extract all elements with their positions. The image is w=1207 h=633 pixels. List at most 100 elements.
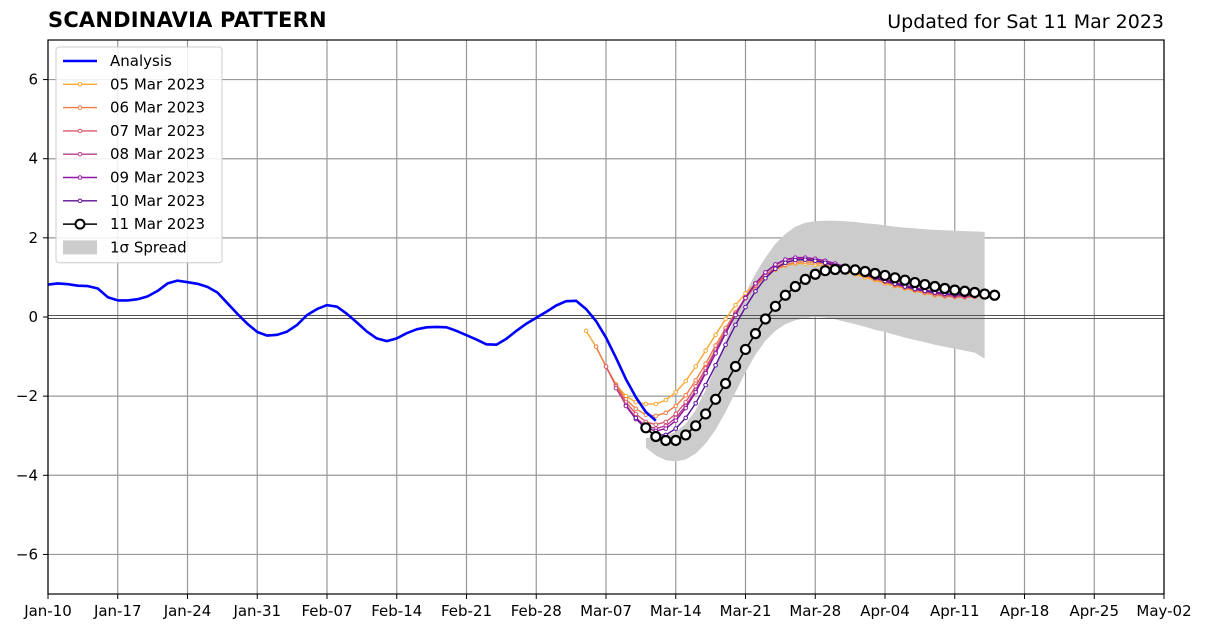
x-tick-label: Feb-07 [301, 602, 352, 620]
x-tick-label: Feb-21 [441, 602, 492, 620]
forecast-point [783, 260, 788, 266]
latest-forecast-point [819, 265, 831, 277]
latest-forecast-point [949, 284, 961, 296]
latest-forecast-point [979, 288, 991, 300]
latest-forecast-point [899, 274, 911, 286]
legend-label: 06 Mar 2023 [110, 99, 205, 117]
forecast-point [663, 397, 669, 403]
latest-forecast-point [989, 289, 1001, 301]
forecast-point [653, 422, 659, 427]
latest-forecast-point [969, 286, 981, 299]
forecast-point [673, 389, 679, 395]
forecast-point [723, 331, 728, 336]
forecast-point [633, 406, 639, 412]
latest-forecast-point [640, 422, 652, 434]
latest-forecast-point [749, 328, 762, 340]
y-tick-label: 6 [28, 71, 38, 89]
x-tick-label: Jan-17 [93, 602, 142, 620]
forecast-point [753, 281, 758, 286]
latest-forecast-point [779, 289, 791, 301]
x-tick-label: Feb-14 [371, 602, 422, 620]
forecast-point [733, 302, 738, 308]
latest-forecast-point [809, 268, 821, 280]
x-tick-label: Apr-11 [930, 602, 980, 620]
latest-forecast-point [680, 429, 692, 441]
legend-label: 07 Mar 2023 [110, 122, 205, 140]
legend-box [55, 46, 223, 264]
legend-label: 11 Mar 2023 [110, 215, 205, 233]
forecast-point [713, 362, 718, 368]
legend-marker [74, 218, 86, 230]
latest-forecast-point [799, 273, 811, 286]
latest-forecast-point [839, 263, 851, 275]
latest-forecast-point [959, 285, 971, 297]
latest-forecast-point [919, 278, 931, 291]
forecast-point [773, 262, 778, 267]
forecast-point [773, 266, 778, 272]
y-tick-label: 2 [28, 229, 38, 247]
legend-label: 05 Mar 2023 [110, 75, 205, 93]
zero-line-group [48, 315, 1164, 319]
legend-label: 09 Mar 2023 [110, 169, 205, 187]
axis-labels: Jan-10 Jan-17 Jan-24 Jan-31 Feb-07 Feb-14 Feb-… [16, 71, 1192, 620]
x-tick-label: May-02 [1136, 602, 1191, 620]
forecast-point [633, 415, 639, 421]
forecast-point [693, 364, 698, 369]
x-tick-label: Apr-04 [860, 602, 910, 620]
x-tick-label: Jan-31 [232, 602, 281, 620]
latest-forecast-point [789, 280, 801, 293]
latest-forecast-point [879, 269, 891, 282]
forecast-point [683, 378, 689, 384]
forecast-point [603, 364, 609, 369]
forecast-point [703, 348, 708, 353]
latest-forecast-point [700, 408, 712, 420]
latest-forecast-point [929, 280, 941, 293]
legend-label: 1σ Spread [110, 238, 187, 256]
latest-forecast-point [650, 430, 662, 443]
x-tick-label: Mar-07 [580, 602, 632, 620]
forecast-point [763, 269, 768, 275]
latest-forecast-point [660, 434, 672, 447]
x-tick-label: Mar-14 [650, 602, 702, 620]
x-tick-label: Jan-24 [163, 602, 212, 620]
legend-label: Analysis [110, 52, 172, 70]
latest-forecast-point [670, 434, 682, 447]
y-tick-label: −2 [16, 387, 38, 405]
forecast-point [723, 342, 728, 348]
legend-marker [77, 151, 83, 157]
latest-forecast-point [759, 313, 772, 325]
forecast-point [693, 400, 698, 406]
forecast-point [673, 403, 679, 409]
latest-forecast-point [829, 263, 841, 276]
latest-forecast-point [769, 300, 781, 312]
legend-marker [77, 105, 83, 110]
forecast-point [653, 413, 659, 419]
legend-label: 10 Mar 2023 [110, 192, 205, 210]
forecast-point [693, 389, 698, 395]
y-tick-label: 4 [28, 150, 38, 168]
forecast-point [663, 419, 669, 425]
x-tick-label: Apr-25 [1070, 602, 1120, 620]
forecast-point [822, 260, 828, 266]
latest-forecast-point [869, 267, 881, 280]
forecast-point [583, 328, 589, 334]
forecast-point [613, 385, 619, 391]
latest-forecast-point [710, 393, 722, 405]
forecast-point [723, 316, 728, 322]
chart-subtitle: Updated for Sat 11 Mar 2023 [887, 11, 1164, 33]
x-tick-label: Apr-18 [1000, 602, 1050, 620]
x-tick-label: Mar-28 [789, 602, 841, 620]
forecast-point [623, 403, 629, 409]
latest-forecast-point [719, 377, 732, 390]
forecast-point [683, 393, 689, 398]
forecast-point [713, 351, 718, 356]
forecast-point [703, 382, 708, 388]
latest-forecast-point [939, 282, 951, 295]
legend: Analysis 05 Mar 2023 06 Mar 2023 07 Mar 202… [55, 46, 223, 264]
forecast-point [703, 370, 708, 376]
latest-forecast-point [690, 420, 702, 432]
forecast-point [693, 378, 698, 383]
legend-marker [77, 198, 83, 204]
latest-forecast-point [739, 343, 752, 356]
